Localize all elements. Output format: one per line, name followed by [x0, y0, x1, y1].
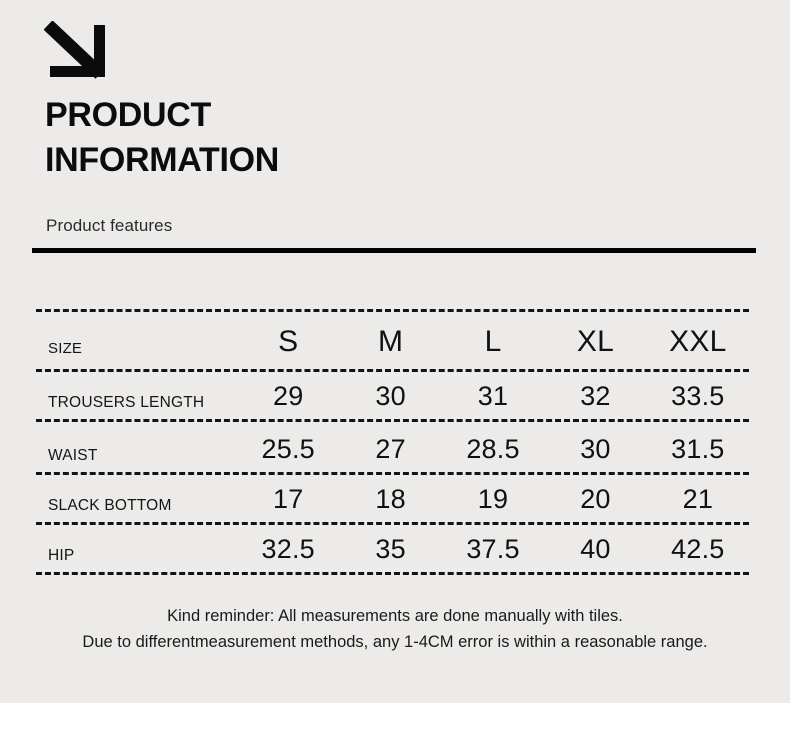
header-size-s: S: [278, 325, 299, 358]
header-size-m: M: [378, 325, 404, 358]
header-size-xxl: XXL: [669, 325, 727, 358]
row-value: 31.5: [671, 434, 725, 464]
row-value: 33.5: [671, 381, 725, 411]
arrow-down-right-icon: [43, 20, 116, 83]
row-value: 37.5: [466, 534, 520, 564]
content-panel: PRODUCT INFORMATION Product features SIZ…: [0, 0, 790, 703]
row-value: 32: [580, 381, 611, 411]
header-size-l: L: [484, 325, 502, 358]
size-chart-table: SIZE S M L XL XXL TROUSERS LENGTH 29 30 …: [36, 309, 749, 575]
footer-note: Kind reminder: All measurements are done…: [0, 603, 790, 655]
row-label: SLACK BOTTOM: [48, 496, 172, 514]
row-label: TROUSERS LENGTH: [48, 393, 205, 411]
page-title-line-1: PRODUCT: [45, 96, 212, 134]
footer-note-line-1: Kind reminder: All measurements are done…: [167, 607, 623, 625]
row-value: 25.5: [261, 434, 315, 464]
header-size-xl: XL: [576, 325, 614, 358]
row-value: 35: [375, 534, 406, 564]
row-value: 20: [580, 484, 611, 514]
row-label: HIP: [48, 546, 75, 564]
row-value: 17: [272, 484, 304, 514]
row-value: 29: [272, 381, 304, 411]
header-label-size: SIZE: [48, 340, 83, 357]
row-value: 40: [580, 534, 611, 564]
footer-note-line-2: Due to differentmeasurement methods, any…: [82, 633, 708, 651]
row-value: 42.5: [671, 534, 725, 564]
section-label: Product features: [46, 216, 173, 235]
row-value: 21: [682, 484, 714, 514]
row-value: 30: [375, 381, 406, 411]
row-value: 27: [375, 434, 406, 464]
table-row: SLACK BOTTOM 17 18 19 20 21: [36, 472, 749, 522]
table-row: WAIST 25.5 27 28.5 30 31.5: [36, 419, 749, 472]
page-title: PRODUCT INFORMATION: [45, 93, 645, 183]
row-value: 32.5: [261, 534, 315, 564]
section-divider: [32, 248, 756, 253]
row-value: 19: [477, 484, 509, 514]
table-header-row: SIZE S M L XL XXL: [36, 309, 749, 369]
row-value: 18: [375, 484, 406, 514]
row-value: 28.5: [466, 434, 520, 464]
table-row: HIP 32.5 35 37.5 40 42.5: [36, 522, 749, 575]
table-row: TROUSERS LENGTH 29 30 31 32 33.5: [36, 369, 749, 419]
row-value: 31: [477, 381, 509, 411]
row-value: 30: [580, 434, 611, 464]
page-title-line-2: INFORMATION: [45, 141, 280, 179]
row-label: WAIST: [48, 446, 98, 464]
